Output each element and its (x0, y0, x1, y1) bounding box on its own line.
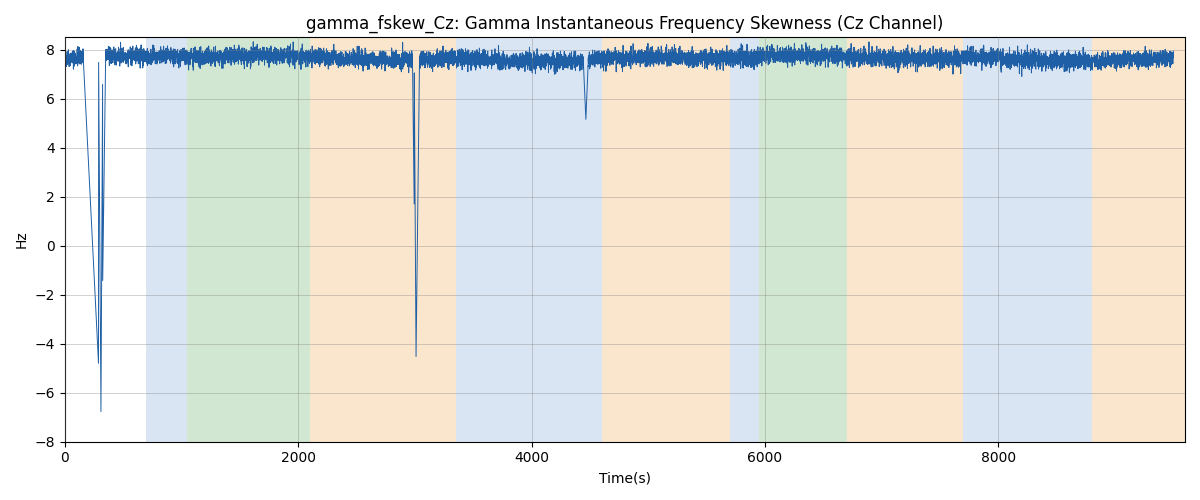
Bar (730, 38, 760, 442)
Bar (964, 38, 1092, 442)
Bar (146, 38, 187, 442)
Bar (187, 38, 310, 442)
Bar (601, 38, 730, 442)
Y-axis label: Hz: Hz (16, 230, 29, 248)
Bar (846, 38, 964, 442)
Bar (760, 38, 846, 442)
Title: gamma_fskew_Cz: Gamma Instantaneous Frequency Skewness (Cz Channel): gamma_fskew_Cz: Gamma Instantaneous Freq… (306, 15, 943, 34)
Bar (310, 38, 456, 442)
Bar (456, 38, 601, 442)
X-axis label: Time(s): Time(s) (599, 471, 650, 485)
Bar (1092, 38, 1186, 442)
